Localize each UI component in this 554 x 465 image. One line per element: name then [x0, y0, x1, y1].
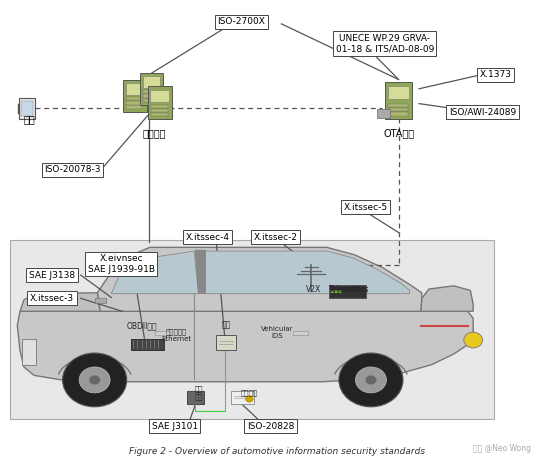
FancyBboxPatch shape [148, 86, 172, 120]
FancyBboxPatch shape [155, 331, 170, 335]
Polygon shape [420, 286, 473, 311]
Text: SAE J3101: SAE J3101 [152, 422, 198, 431]
FancyBboxPatch shape [231, 391, 254, 405]
FancyBboxPatch shape [22, 101, 33, 116]
FancyBboxPatch shape [95, 298, 106, 304]
FancyBboxPatch shape [388, 104, 408, 107]
Circle shape [338, 290, 342, 293]
Text: X.1373: X.1373 [479, 70, 511, 80]
FancyBboxPatch shape [126, 83, 144, 95]
Text: 车载以太网
Ethernet: 车载以太网 Ethernet [161, 329, 192, 342]
FancyBboxPatch shape [216, 335, 236, 350]
Text: ISO-2700X: ISO-2700X [217, 17, 265, 26]
Circle shape [339, 353, 403, 407]
FancyBboxPatch shape [293, 331, 308, 335]
Circle shape [89, 375, 100, 385]
FancyBboxPatch shape [377, 109, 390, 119]
Circle shape [335, 290, 338, 293]
Text: Vehicular
IDS: Vehicular IDS [261, 326, 293, 339]
Text: X.itssec-4: X.itssec-4 [186, 232, 230, 242]
Text: UNECE WP.29 GRVA-
01-18 & ITS/AD-08-09: UNECE WP.29 GRVA- 01-18 & ITS/AD-08-09 [336, 33, 434, 53]
FancyBboxPatch shape [126, 106, 142, 109]
Text: ISO-20078-3: ISO-20078-3 [44, 166, 101, 174]
Text: 数字证书: 数字证书 [241, 389, 258, 396]
Polygon shape [195, 250, 205, 294]
Text: Telematics: Telematics [329, 285, 369, 293]
Circle shape [245, 396, 253, 402]
FancyBboxPatch shape [140, 73, 163, 105]
Text: OBDII接口: OBDII接口 [126, 322, 157, 331]
FancyBboxPatch shape [388, 113, 408, 116]
FancyBboxPatch shape [126, 97, 142, 100]
FancyBboxPatch shape [143, 76, 161, 88]
FancyBboxPatch shape [143, 94, 159, 98]
Text: X.eivnsec
SAE J1939-91B: X.eivnsec SAE J1939-91B [88, 254, 155, 274]
Text: X.itssec-3: X.itssec-3 [30, 294, 74, 303]
Polygon shape [17, 311, 473, 382]
FancyBboxPatch shape [187, 391, 203, 405]
Circle shape [366, 375, 377, 385]
FancyBboxPatch shape [151, 90, 169, 101]
FancyBboxPatch shape [385, 82, 412, 119]
Text: 用户: 用户 [24, 114, 35, 124]
FancyBboxPatch shape [10, 240, 494, 419]
Circle shape [356, 367, 387, 393]
FancyBboxPatch shape [124, 80, 147, 112]
Text: X.itssec-5: X.itssec-5 [343, 202, 387, 212]
Text: ISO/AWI-24089: ISO/AWI-24089 [449, 107, 516, 116]
Polygon shape [111, 251, 198, 294]
Text: 知乎 @Neo Wong: 知乎 @Neo Wong [473, 444, 531, 453]
FancyBboxPatch shape [151, 109, 168, 112]
FancyBboxPatch shape [143, 99, 159, 102]
Text: V2X: V2X [306, 285, 322, 293]
Text: 数据中心: 数据中心 [142, 128, 166, 138]
FancyBboxPatch shape [388, 86, 409, 99]
FancyBboxPatch shape [131, 339, 165, 350]
FancyBboxPatch shape [143, 90, 159, 93]
FancyBboxPatch shape [151, 113, 168, 116]
FancyBboxPatch shape [329, 286, 366, 298]
Circle shape [79, 367, 110, 393]
Text: 安全
芯片: 安全 芯片 [194, 385, 203, 399]
Circle shape [464, 332, 483, 348]
Text: SAE J3138: SAE J3138 [29, 271, 75, 279]
Text: 网关: 网关 [222, 321, 231, 330]
Polygon shape [205, 251, 409, 294]
Text: X.itssec-2: X.itssec-2 [254, 232, 298, 242]
FancyBboxPatch shape [388, 108, 408, 112]
FancyBboxPatch shape [151, 105, 168, 108]
Circle shape [331, 290, 334, 293]
FancyBboxPatch shape [22, 339, 35, 365]
Text: Figure 2 - Overview of automotive information security standards: Figure 2 - Overview of automotive inform… [129, 447, 425, 456]
Polygon shape [98, 247, 422, 311]
Text: ISO-20828: ISO-20828 [247, 422, 294, 431]
FancyBboxPatch shape [19, 98, 35, 119]
FancyBboxPatch shape [126, 101, 142, 105]
Text: OTA服务: OTA服务 [383, 128, 414, 138]
Polygon shape [20, 293, 100, 311]
Circle shape [63, 353, 127, 407]
